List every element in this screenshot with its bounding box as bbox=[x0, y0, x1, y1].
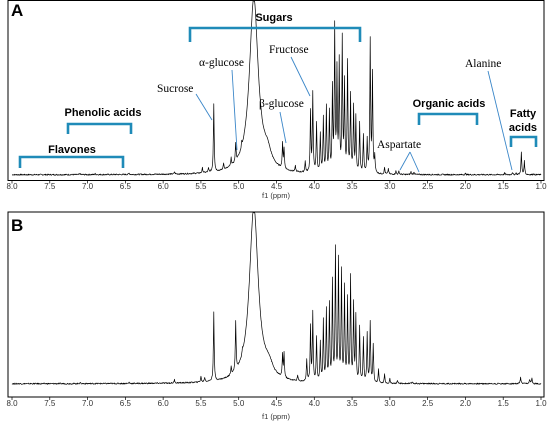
x-tick-label: 1.0 bbox=[535, 399, 547, 408]
x-tick-label: 6.0 bbox=[158, 399, 170, 408]
x-tick-label: 1.5 bbox=[498, 182, 510, 191]
x-tick-label: 5.5 bbox=[195, 399, 207, 408]
panel-b-x-axis-label: f1 (ppm) bbox=[262, 412, 290, 421]
x-tick-label: 5.5 bbox=[195, 182, 207, 191]
x-tick-label: 7.0 bbox=[82, 399, 94, 408]
panel-b-spectrum-line bbox=[11, 212, 542, 385]
x-tick-label: 5.0 bbox=[233, 182, 245, 191]
x-tick-label: 3.0 bbox=[384, 182, 396, 191]
panel-a-group-brackets bbox=[18, 26, 538, 168]
alanine-arrow bbox=[487, 70, 513, 171]
x-tick-label: 7.0 bbox=[82, 182, 94, 191]
x-tick-label: 3.0 bbox=[384, 399, 396, 408]
sucrose-label: Sucrose bbox=[157, 83, 193, 95]
alpha-glucose-arrow bbox=[231, 69, 238, 151]
x-tick-label: 7.5 bbox=[44, 399, 56, 408]
x-tick-label: 6.0 bbox=[158, 182, 170, 191]
aspartate-arrow-1 bbox=[399, 151, 411, 171]
x-tick-label: 2.0 bbox=[460, 182, 472, 191]
x-tick-label: 1.5 bbox=[498, 399, 510, 408]
beta-glucose-label: β-glucose bbox=[259, 98, 304, 110]
x-tick-label: 8.0 bbox=[6, 399, 18, 408]
x-tick-label: 4.0 bbox=[309, 182, 321, 191]
x-tick-label: 4.5 bbox=[271, 399, 283, 408]
sucrose-arrow bbox=[195, 93, 213, 121]
x-tick-label: 3.5 bbox=[347, 182, 359, 191]
sugars-bracket bbox=[188, 26, 362, 42]
x-tick-label: 2.0 bbox=[460, 399, 472, 408]
x-tick-label: 6.5 bbox=[120, 182, 132, 191]
phenolic-acids-label: Phenolic acids bbox=[64, 107, 141, 119]
x-tick-label: 7.5 bbox=[44, 182, 56, 191]
panel-a-x-axis-label: f1 (ppm) bbox=[262, 191, 290, 200]
beta-glucose-arrow bbox=[279, 111, 287, 144]
x-tick-label: 3.5 bbox=[347, 399, 359, 408]
panel-b-letter: B bbox=[11, 216, 23, 235]
panel-a-spectrum-line bbox=[11, 0, 542, 176]
x-tick-label: 2.5 bbox=[422, 399, 434, 408]
alanine-label: Alanine bbox=[465, 58, 501, 70]
x-tick-label: 2.5 bbox=[422, 182, 434, 191]
fatty-acids-label-line1: Fatty bbox=[510, 108, 537, 120]
fatty-acids-bracket bbox=[509, 135, 538, 147]
x-tick-label: 4.0 bbox=[309, 399, 321, 408]
panel-b-x-axis: 8.0 7.5 7.0 6.5 6.0 5.5 5.0 4.5 4.0 3.5 3.0 2.5 2.0 1… bbox=[6, 397, 547, 408]
organic-acids-label: Organic acids bbox=[413, 98, 486, 110]
aspartate-arrow-2 bbox=[409, 151, 420, 173]
x-tick-label: 4.5 bbox=[271, 182, 283, 191]
fructose-arrow bbox=[290, 56, 311, 97]
fructose-label: Fructose bbox=[269, 44, 309, 56]
x-tick-label: 5.0 bbox=[233, 399, 245, 408]
sugars-label: Sugars bbox=[255, 12, 292, 24]
fatty-acids-label-line2: acids bbox=[509, 122, 537, 134]
x-tick-label: 8.0 bbox=[6, 182, 18, 191]
panel-a-letter: A bbox=[11, 1, 23, 20]
aspartate-label: Aspartate bbox=[377, 139, 421, 151]
flavones-label: Flavones bbox=[48, 144, 96, 156]
x-tick-label: 1.0 bbox=[535, 182, 547, 191]
alpha-glucose-label: α-glucose bbox=[199, 57, 244, 69]
organic-acids-bracket bbox=[417, 112, 479, 125]
panel-a-plot-area bbox=[7, 0, 545, 181]
phenolic-acids-bracket bbox=[66, 122, 133, 134]
panel-b-plot-area bbox=[7, 211, 545, 398]
panel-a-x-axis: 8.0 7.5 7.0 6.5 6.0 5.5 5.0 4.5 4.0 3.5 3.0 2.5 2.0 1… bbox=[6, 180, 547, 191]
x-tick-label: 6.5 bbox=[120, 399, 132, 408]
flavones-bracket bbox=[18, 155, 125, 168]
